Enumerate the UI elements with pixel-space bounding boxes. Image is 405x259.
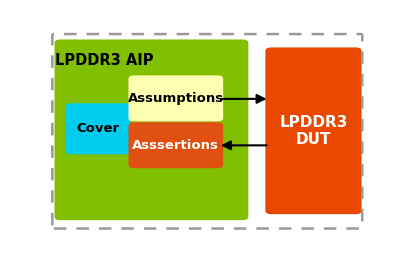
Text: LPDDR3 AIP: LPDDR3 AIP [55,53,153,68]
Text: Assumptions: Assumptions [127,92,223,105]
Text: LPDDR3
DUT: LPDDR3 DUT [279,114,347,147]
FancyBboxPatch shape [128,75,223,121]
FancyBboxPatch shape [128,122,223,168]
FancyBboxPatch shape [65,103,130,154]
Text: Cover: Cover [76,122,119,135]
FancyBboxPatch shape [54,39,248,220]
Text: Asssertions: Asssertions [132,139,219,152]
FancyBboxPatch shape [265,47,361,214]
